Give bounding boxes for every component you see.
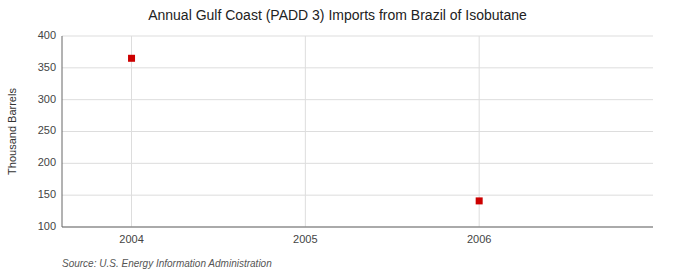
y-axis-line: [62, 36, 63, 227]
source-note: Source: U.S. Energy Information Administ…: [62, 258, 272, 269]
chart-svg: 100 150 200 250 300 350 400 2004 2005 2006 Annual …: [0, 0, 675, 275]
y-grid-line: [62, 99, 653, 100]
y-tick-label: 400: [38, 29, 56, 41]
x-grid-line: [131, 36, 132, 227]
y-grid-line: [62, 163, 653, 164]
title: Annual Gulf Coast (PADD 3) Imports from …: [148, 7, 527, 23]
x-tick-label: 2006: [467, 233, 491, 245]
y-tick-label: 200: [38, 156, 56, 168]
y-grid-line: [62, 227, 653, 228]
x-tick-label: 2004: [119, 233, 143, 245]
points: [128, 55, 483, 205]
y-grid-line: [62, 36, 653, 37]
x-tick-label: 2005: [293, 233, 317, 245]
chart-container: 100 150 200 250 300 350 400 2004 2005 2006 Annual …: [0, 0, 675, 275]
point: [476, 197, 483, 204]
point: [128, 55, 135, 62]
y-tick-label: 250: [38, 124, 56, 136]
tick-labels: 100 150 200 250 300 350 400 2004 2005 2006: [38, 29, 492, 245]
y-grid-line: [62, 67, 653, 68]
grid: [62, 36, 653, 227]
y-grid-line: [62, 195, 653, 196]
y-tick-label: 300: [38, 93, 56, 105]
y-tick-label: 100: [38, 220, 56, 232]
y-tick-label: 350: [38, 61, 56, 73]
x-grid-line: [305, 36, 306, 227]
y-grid-line: [62, 131, 653, 132]
x-axis-line: [62, 227, 653, 228]
y-axis-label: Thousand Barrels: [6, 88, 18, 175]
y-tick-label: 150: [38, 188, 56, 200]
